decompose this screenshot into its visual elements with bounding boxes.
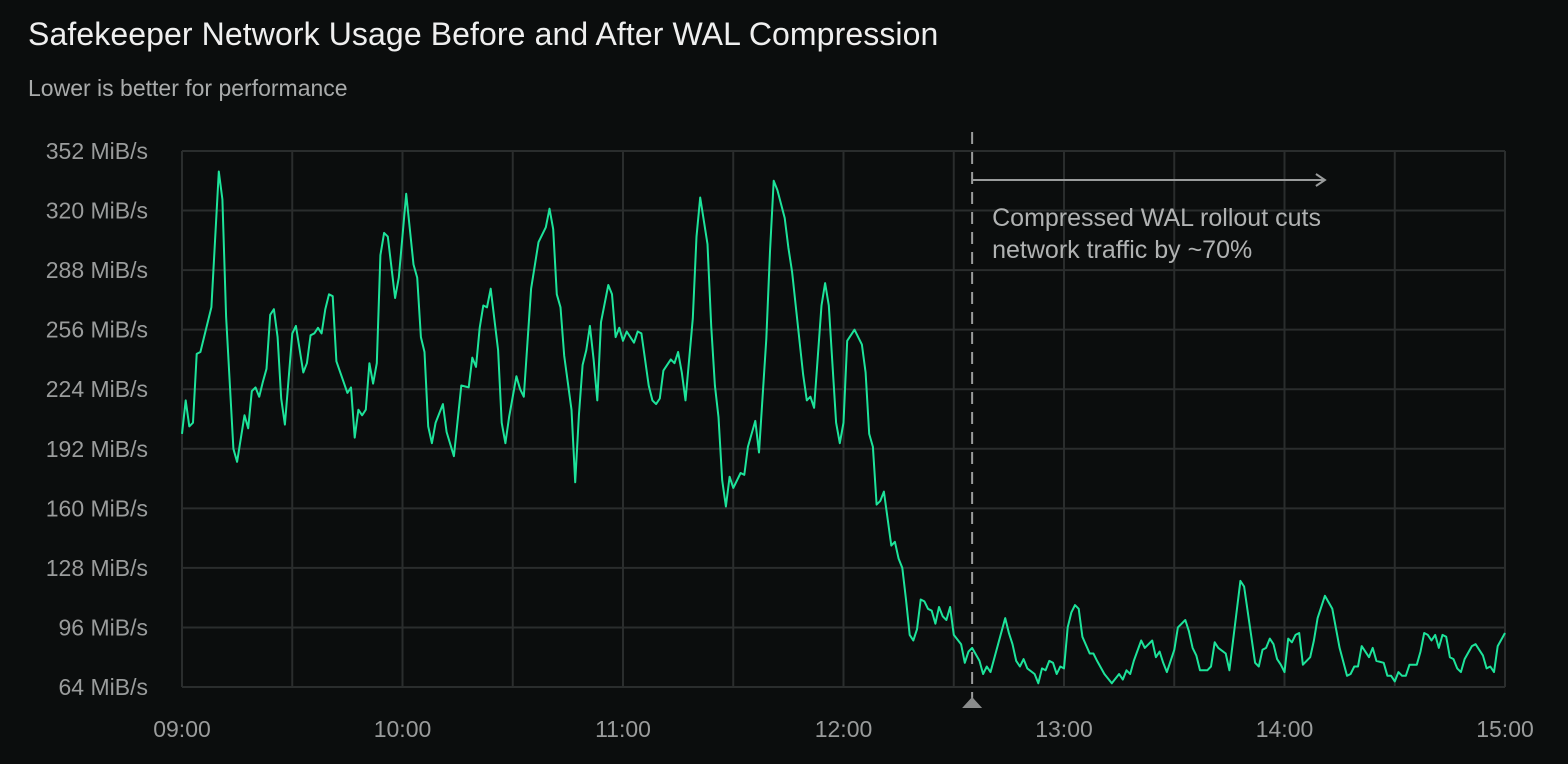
x-tick-label: 12:00 xyxy=(815,716,873,742)
y-tick-label: 128 MiB/s xyxy=(46,555,148,581)
annotation-text: network traffic by ~70% xyxy=(992,236,1252,264)
x-tick-label: 13:00 xyxy=(1035,716,1093,742)
y-tick-label: 192 MiB/s xyxy=(46,436,148,462)
y-tick-label: 320 MiB/s xyxy=(46,198,148,224)
x-tick-label: 15:00 xyxy=(1476,716,1534,742)
y-tick-label: 96 MiB/s xyxy=(59,614,148,640)
x-axis-ticks: 09:00 10:00 11:00 12:00 13:00 14:00 15:00 xyxy=(153,716,1534,742)
y-axis-ticks: 64 MiB/s 96 MiB/s 128 MiB/s 160 MiB/s 192 Mi… xyxy=(46,138,148,700)
annotation-text: Compressed WAL rollout cuts xyxy=(992,204,1321,232)
annotation: Compressed WAL rollout cuts network traff… xyxy=(962,132,1327,708)
x-tick-label: 10:00 xyxy=(374,716,432,742)
y-tick-label: 352 MiB/s xyxy=(46,138,148,164)
y-tick-label: 64 MiB/s xyxy=(59,674,148,700)
arrow-right-icon xyxy=(1315,173,1327,187)
series-line xyxy=(181,170,1506,685)
y-tick-label: 224 MiB/s xyxy=(46,376,148,402)
rollout-marker-triangle-icon xyxy=(962,697,983,708)
chart-title: Safekeeper Network Usage Before and Afte… xyxy=(28,16,939,52)
y-tick-label: 288 MiB/s xyxy=(46,257,148,283)
grid-lines xyxy=(181,150,1506,688)
x-tick-label: 14:00 xyxy=(1256,716,1314,742)
y-tick-label: 256 MiB/s xyxy=(46,317,148,343)
x-tick-label: 11:00 xyxy=(595,716,651,742)
x-tick-label: 09:00 xyxy=(153,716,211,742)
y-tick-label: 160 MiB/s xyxy=(46,495,148,521)
chart-subtitle: Lower is better for performance xyxy=(28,75,348,101)
